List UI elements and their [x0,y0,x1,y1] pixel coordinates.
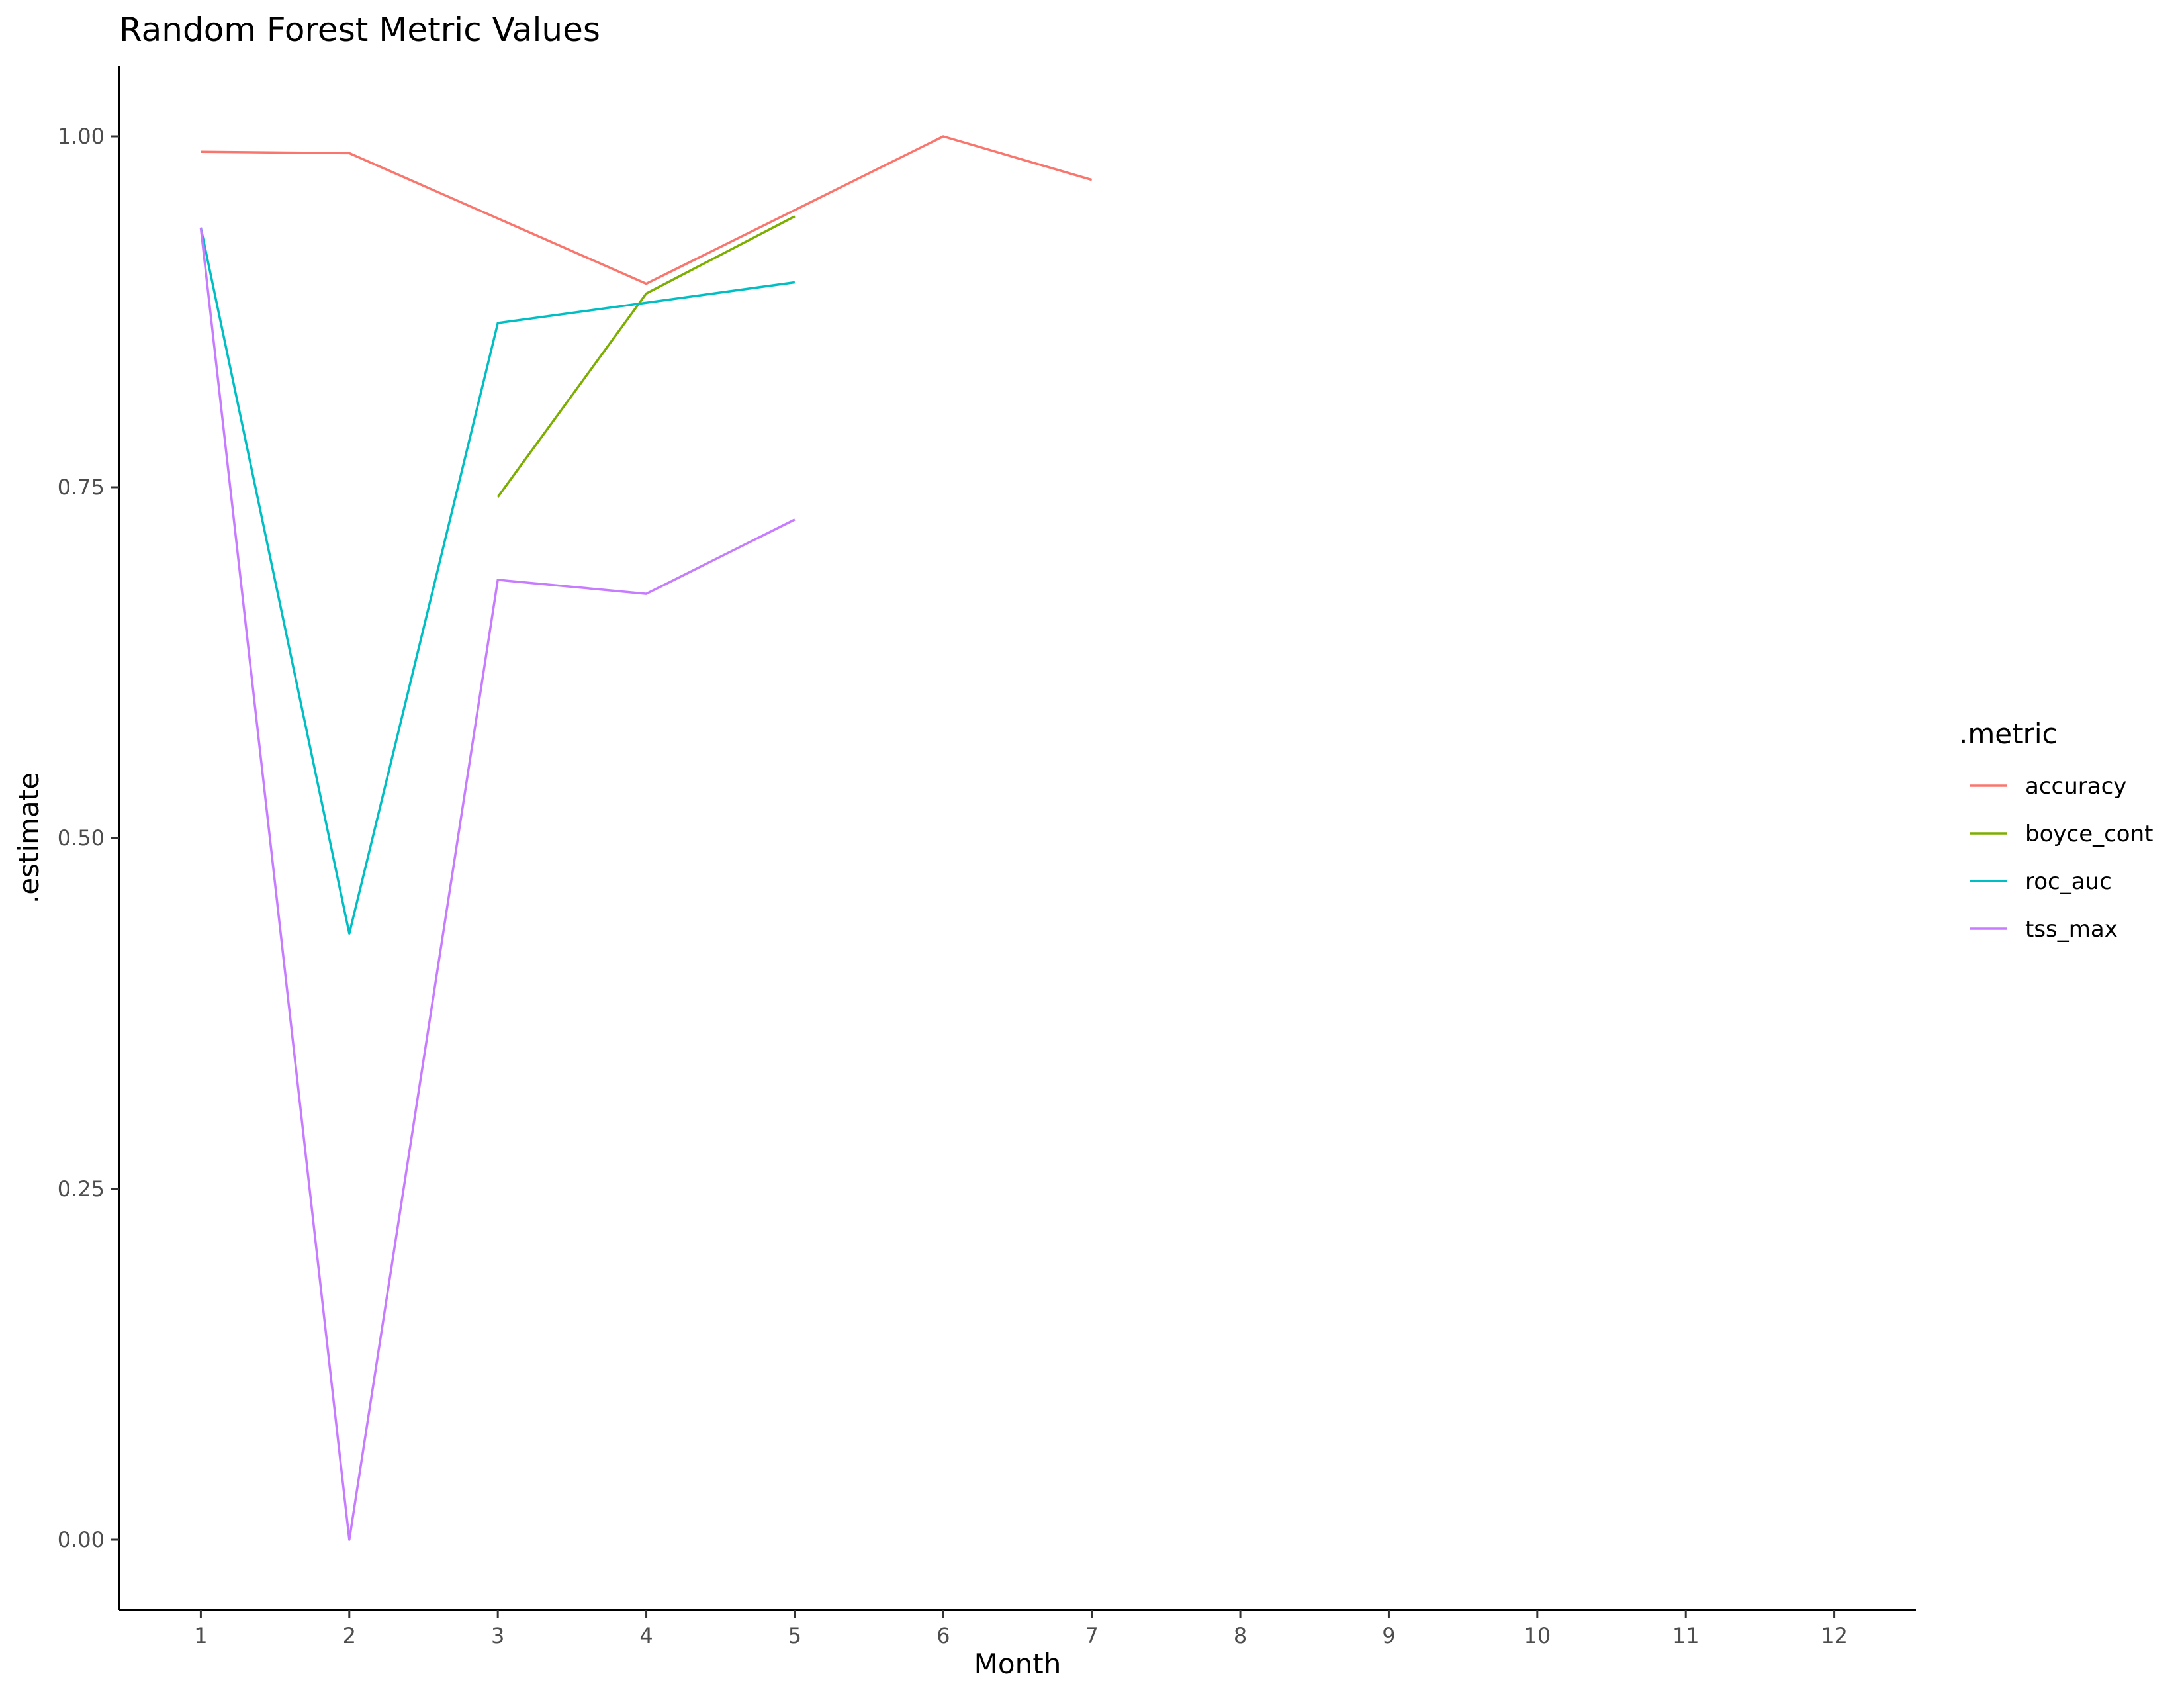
y-axis-title: .estimate [13,773,45,904]
legend-title: .metric [1959,718,2058,750]
y-tick-label: 0.75 [58,475,105,500]
x-tick-label: 1 [194,1623,207,1648]
chart-title: Random Forest Metric Values [119,11,600,49]
y-tick-label: 0.00 [58,1527,105,1552]
legend-label-roc-auc: roc_auc [2025,868,2112,895]
x-axis-title: Month [974,1648,1062,1680]
x-tick-label: 8 [1234,1623,1247,1648]
legend-label-tss-max: tss_max [2025,916,2118,943]
y-tick-label: 0.25 [58,1176,105,1201]
x-tick-label: 6 [936,1623,950,1648]
x-tick-label: 5 [788,1623,801,1648]
x-tick-label: 4 [639,1623,653,1648]
legend-label-accuracy: accuracy [2025,773,2126,800]
x-tick-label: 12 [1821,1623,1848,1648]
x-tick-label: 11 [1672,1623,1700,1648]
x-tick-label: 9 [1382,1623,1395,1648]
x-tick-label: 3 [491,1623,504,1648]
x-tick-label: 10 [1524,1623,1551,1648]
legend-label-boyce-cont: boyce_cont [2025,821,2154,847]
y-tick-label: 1.00 [58,124,105,149]
x-tick-label: 2 [343,1623,356,1648]
x-tick-label: 7 [1085,1623,1099,1648]
y-tick-label: 0.50 [58,825,105,851]
